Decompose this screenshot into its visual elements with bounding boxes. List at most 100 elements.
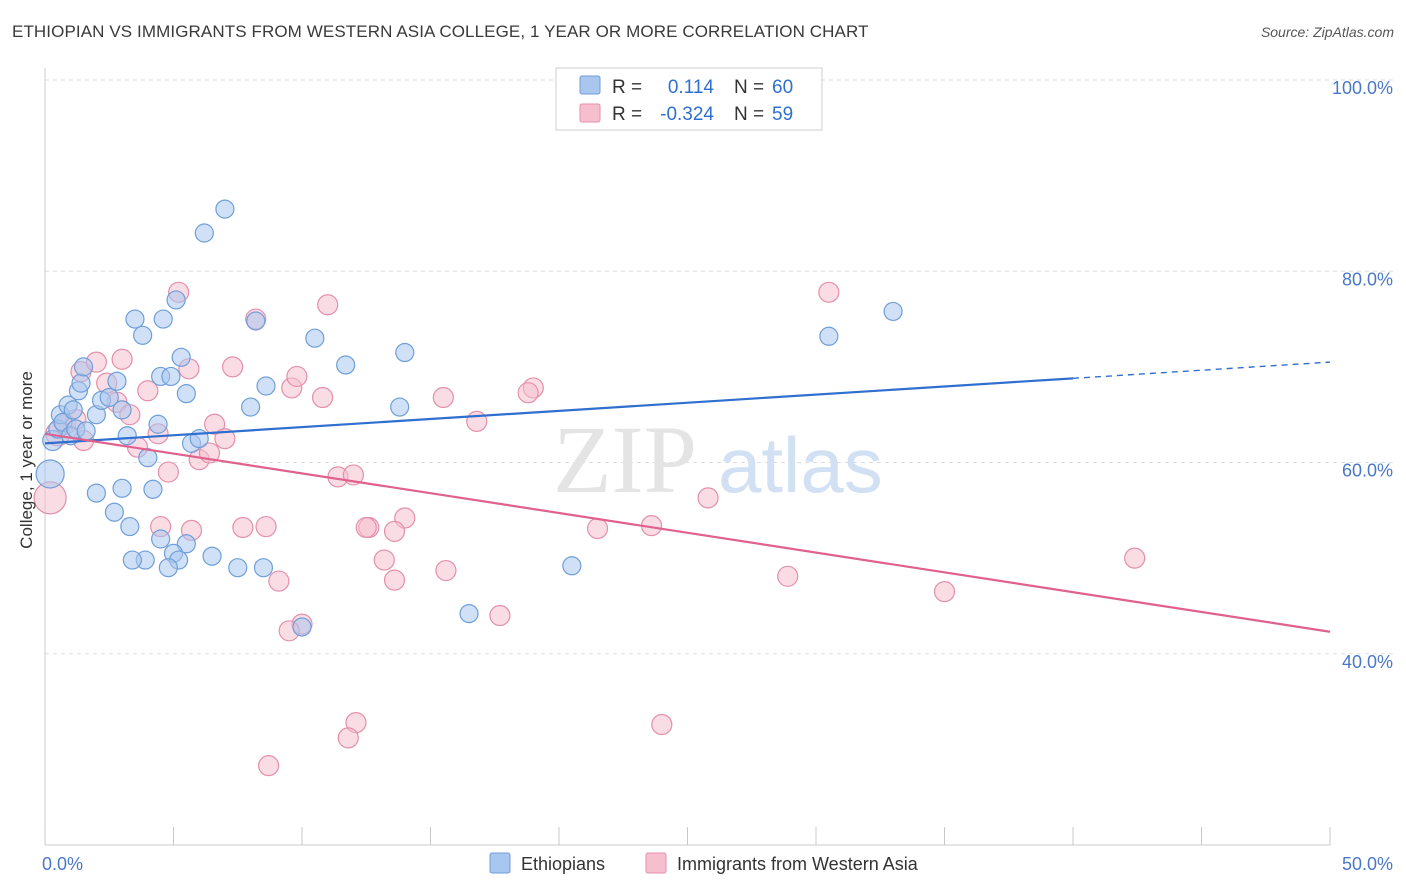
trend-lines	[44, 361, 1331, 633]
ethiopians-point-49	[122, 550, 142, 570]
ethiopians-point-32	[246, 311, 266, 331]
immigrants-point-52	[933, 580, 956, 603]
ethiopians-point-24	[166, 290, 186, 310]
x-tick-label-0: 0.0%	[42, 854, 83, 874]
ethiopians-point-31	[241, 397, 261, 417]
immigrants-point-25	[311, 386, 334, 409]
ethiopians-point-34	[305, 328, 325, 348]
legend-r-label-2: R =	[612, 104, 642, 125]
immigrants-point-20	[222, 356, 244, 378]
ethiopians-point-59	[76, 421, 96, 441]
ethiopians-point-45	[143, 479, 163, 499]
immigrants-point-49	[697, 487, 719, 509]
immigrants-point-38	[355, 516, 377, 539]
immigrants-point-37	[255, 515, 277, 538]
ethiopians-point-30	[194, 223, 214, 243]
immigrants-point-57	[257, 755, 280, 777]
immigrants-point-41	[383, 569, 406, 591]
bottom-legend-swatch-ethiopians	[489, 852, 511, 874]
immigrants-point-39	[383, 520, 406, 542]
legend-n-label-1: N =	[734, 77, 764, 98]
bottom-legend-ethiopians: Ethiopians	[521, 854, 605, 874]
ethiopians-point-54	[562, 556, 582, 576]
immigrants-point-51	[818, 281, 840, 303]
immigrants-point-13	[157, 461, 179, 483]
ethiopians-point-55	[819, 326, 839, 346]
y-tick-labels: 40.0% 60.0% 80.0% 100.0%	[1332, 78, 1393, 672]
ethiopians-point-17	[117, 426, 137, 446]
immigrants-point-8	[111, 348, 133, 370]
immigrants-point-40	[373, 549, 395, 571]
bottom-legend-swatch-immigrants	[645, 852, 667, 874]
ethiopians-point-51	[253, 558, 274, 578]
y-axis-label: College, 1 year or more	[17, 371, 36, 549]
watermark-zip: ZIP	[553, 406, 697, 513]
immigrants-point-24	[317, 294, 339, 316]
ethiopians-point-44	[120, 516, 140, 537]
ethiopians-point-37	[390, 397, 410, 417]
ethiopians-point-10	[71, 373, 91, 393]
ethiopians-trend-line	[44, 377, 1074, 445]
ethiopians-point-11	[73, 357, 94, 377]
ethiopians-point-15	[107, 371, 127, 391]
gridlines	[45, 79, 1393, 655]
ethiopians-point-23	[161, 366, 181, 387]
correlation-legend: R = 0.114 N = 60 R = -0.324 N = 59	[555, 67, 823, 131]
ethiopians-point-26	[176, 384, 196, 404]
ethiopians-point-16	[112, 400, 132, 420]
legend-r-value-1: 0.114	[668, 77, 715, 98]
legend-n-value-1: 60	[772, 77, 793, 98]
immigrants-point-43	[268, 570, 290, 592]
ethiopians-point-52	[292, 617, 312, 637]
ethiopians-point-58	[148, 414, 168, 434]
ethiopians-point-53	[459, 603, 479, 624]
axes	[44, 68, 1331, 846]
legend-swatch-ethiopians	[579, 75, 601, 95]
immigrants-point-53	[1124, 547, 1146, 569]
immigrants-point-36	[232, 516, 254, 539]
ethiopians-point-40	[202, 546, 222, 566]
legend-r-value-2: -0.324	[660, 104, 714, 125]
legend-n-label-2: N =	[734, 104, 764, 125]
bottom-legend-immigrants: Immigrants from Western Asia	[677, 854, 919, 874]
immigrants-point-33	[517, 382, 539, 404]
immigrants-point-46	[489, 604, 511, 627]
chart-title: ETHIOPIAN VS IMMIGRANTS FROM WESTERN ASI…	[12, 22, 869, 41]
ethiopians-point-56	[883, 301, 903, 322]
ethiopians-point-39	[176, 534, 196, 554]
y-tick-label-0: 40.0%	[1342, 652, 1393, 672]
ethiopians-point-42	[86, 483, 107, 503]
ethiopians-point-25	[171, 347, 191, 367]
immigrants-point-11	[137, 380, 159, 402]
immigrants-point-31	[466, 410, 488, 432]
ethiopians-point-19	[133, 325, 153, 345]
series-legend: Ethiopians Immigrants from Western Asia	[489, 852, 919, 874]
ethiopians-point-0	[35, 459, 65, 489]
ethiopians-point-38	[151, 529, 171, 549]
series-immigrants-western-asia-points	[33, 281, 1146, 777]
x-tick-labels: 0.0% 50.0%	[42, 854, 1393, 874]
ethiopians-point-14	[99, 387, 119, 408]
immigrants-point-50	[777, 565, 799, 587]
ethiopians-point-18	[125, 309, 145, 329]
legend-n-value-2: 59	[772, 104, 793, 125]
immigrants-point-19	[214, 427, 236, 450]
source-label: Source: ZipAtlas.com	[1260, 24, 1394, 40]
immigrants-trend-line	[44, 432, 1331, 633]
immigrants-point-18	[204, 413, 226, 435]
ethiopians-point-22	[153, 309, 173, 329]
immigrants-point-55	[337, 727, 359, 749]
y-tick-label-3: 100.0%	[1332, 78, 1393, 98]
ethiopians-point-43	[112, 478, 132, 498]
ethiopians-point-29	[215, 199, 235, 219]
ethiopians-point-57	[104, 502, 124, 522]
series-ethiopians-points	[35, 199, 903, 637]
ethiopians-point-33	[256, 376, 276, 396]
legend-r-label-1: R =	[612, 77, 642, 98]
immigrants-point-48	[586, 517, 609, 540]
immigrants-point-42	[435, 559, 457, 582]
y-tick-label-1: 60.0%	[1342, 461, 1393, 481]
ethiopians-point-50	[158, 558, 178, 578]
x-tick-label-1: 50.0%	[1342, 854, 1393, 874]
